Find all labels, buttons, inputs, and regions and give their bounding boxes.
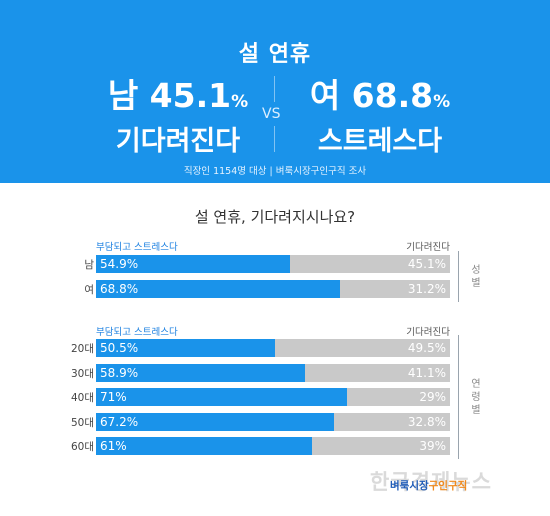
bar-stress bbox=[96, 437, 312, 455]
vs-label: VS bbox=[262, 106, 281, 122]
male-stat-value: 남 45.1 bbox=[107, 76, 232, 115]
bar-track-anticipate: 67.2% 32.8% bbox=[96, 412, 450, 431]
legend-anticipate: 기다려진다 bbox=[406, 242, 450, 253]
male-stat: 남 45.1% 기다려진다 bbox=[78, 76, 278, 160]
legend-stress: 부담되고 스트레스다 bbox=[96, 327, 178, 338]
bar-stress bbox=[96, 339, 275, 357]
data-label-stress: 61% bbox=[100, 439, 127, 453]
legend-stress: 부담되고 스트레스다 bbox=[96, 242, 178, 253]
source-note: 직장인 1154명 대상 | 벼룩시장구인구직 조사 bbox=[183, 166, 367, 177]
row-label: 여 bbox=[84, 284, 94, 296]
male-stat-unit: % bbox=[231, 92, 249, 112]
data-label-stress: 54.9% bbox=[100, 257, 139, 271]
bar-stress bbox=[96, 255, 291, 273]
row-label: 50대 bbox=[70, 416, 94, 429]
data-label-stress: 67.2% bbox=[100, 414, 139, 429]
group-bracket-line bbox=[458, 251, 459, 302]
bar-stress bbox=[96, 412, 334, 431]
brand-logo-part1: 벼룩시장 bbox=[390, 480, 429, 492]
brand-logo-part2: 구인구직 bbox=[428, 480, 468, 492]
data-label-anticipate: 41.1% bbox=[407, 365, 446, 380]
vs-divider-bottom bbox=[274, 126, 275, 152]
watermark: 한국경제뉴스 bbox=[370, 470, 492, 494]
bar-track-anticipate: 58.9% 41.1% bbox=[96, 363, 450, 382]
header-banner: 설 연휴 남 45.1% 기다려진다 VS 여 68.8% 스트레스다 직장인 … bbox=[0, 0, 550, 183]
data-label-anticipate: 29% bbox=[419, 390, 446, 404]
male-stat-caption: 기다려진다 bbox=[115, 126, 241, 157]
chart-question: 설 연휴, 기다려지시나요? bbox=[194, 208, 356, 226]
row-label: 60대 bbox=[70, 441, 94, 453]
data-label-anticipate: 49.5% bbox=[407, 341, 446, 355]
row-label: 30대 bbox=[70, 367, 94, 380]
row-label: 40대 bbox=[70, 392, 94, 404]
bar-track-anticipate: 61% 39% bbox=[96, 437, 450, 455]
bar-stress bbox=[96, 280, 340, 298]
vs-divider-top bbox=[274, 76, 275, 102]
data-label-anticipate: 31.2% bbox=[407, 282, 446, 296]
data-label-anticipate: 45.1% bbox=[407, 257, 446, 271]
row-label: 남 bbox=[84, 259, 94, 271]
bar-track-anticipate: 54.9% 45.1% bbox=[96, 255, 450, 273]
female-stat-unit: % bbox=[433, 92, 451, 112]
female-stat-value: 여 68.8 bbox=[309, 76, 434, 115]
brand-logo: 벼룩시장구인구직 bbox=[390, 478, 467, 493]
female-stat-caption: 스트레스다 bbox=[317, 126, 443, 157]
data-label-stress: 50.5% bbox=[100, 341, 139, 355]
data-label-anticipate: 32.8% bbox=[407, 414, 446, 429]
data-label-anticipate: 39% bbox=[419, 439, 446, 453]
row-label: 20대 bbox=[70, 343, 94, 355]
bar-stress bbox=[96, 388, 348, 406]
data-label-stress: 68.8% bbox=[100, 282, 139, 296]
bar-track-anticipate: 71% 29% bbox=[96, 388, 450, 406]
group-bracket-line bbox=[458, 335, 459, 459]
data-label-stress: 58.9% bbox=[100, 365, 139, 380]
bar-stress bbox=[96, 363, 305, 382]
bar-track-anticipate: 50.5% 49.5% bbox=[96, 339, 450, 357]
data-label-stress: 71% bbox=[100, 390, 127, 404]
female-stat: 여 68.8% 스트레스다 bbox=[280, 76, 480, 160]
legend-anticipate: 기다려진다 bbox=[406, 327, 450, 338]
page-title: 설 연휴 bbox=[238, 42, 312, 67]
bar-track-anticipate: 68.8% 31.2% bbox=[96, 280, 450, 298]
